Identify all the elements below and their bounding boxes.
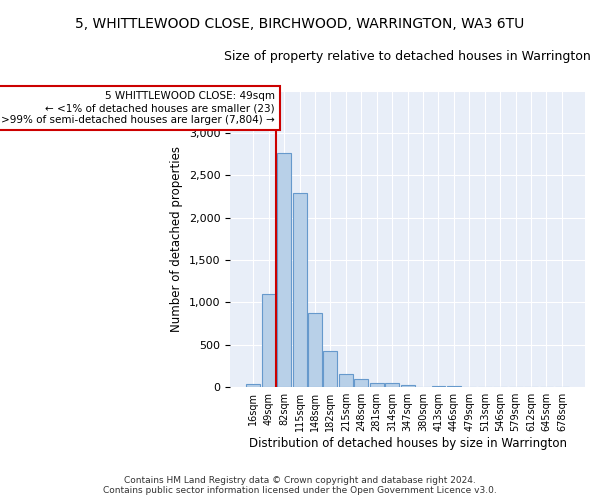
Text: 5, WHITTLEWOOD CLOSE, BIRCHWOOD, WARRINGTON, WA3 6TU: 5, WHITTLEWOOD CLOSE, BIRCHWOOD, WARRING… (76, 18, 524, 32)
Bar (355, 378, 368, 387)
Bar (401, 385, 415, 387)
Y-axis label: Number of detached properties: Number of detached properties (170, 146, 183, 332)
Bar (431, 386, 445, 387)
Bar (293, 193, 307, 387)
Text: 5 WHITTLEWOOD CLOSE: 49sqm
← <1% of detached houses are smaller (23)
>99% of sem: 5 WHITTLEWOOD CLOSE: 49sqm ← <1% of deta… (1, 92, 275, 124)
Bar (339, 374, 353, 387)
Bar (247, 384, 260, 387)
Bar (385, 384, 399, 387)
Text: Contains HM Land Registry data © Crown copyright and database right 2024.
Contai: Contains HM Land Registry data © Crown c… (103, 476, 497, 495)
Bar (323, 351, 337, 387)
Bar (262, 294, 275, 387)
X-axis label: Distribution of detached houses by size in Warrington: Distribution of detached houses by size … (248, 437, 566, 450)
Title: Size of property relative to detached houses in Warrington: Size of property relative to detached ho… (224, 50, 591, 63)
Bar (308, 312, 322, 387)
Bar (277, 154, 291, 387)
Bar (370, 382, 383, 387)
Bar (447, 386, 461, 387)
